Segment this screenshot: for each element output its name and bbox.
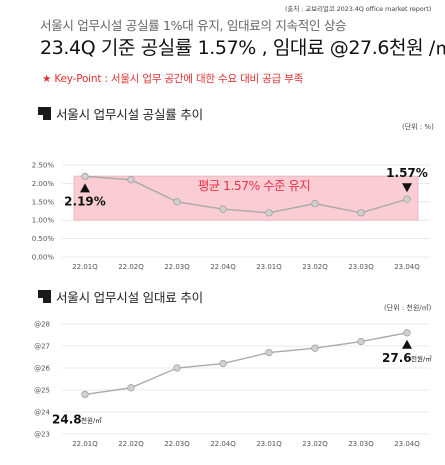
subtitle: 서울시 업무시설 공실률 1%대 유지, 임대료의 지속적인 상승 (40, 18, 347, 33)
vacancy-y-tick: 2.50% (32, 162, 55, 170)
rent-x-tick: 23.04Q (394, 440, 420, 448)
callout-up-arrow (402, 339, 412, 349)
rent-end-callout: 27.6 (382, 351, 412, 365)
rent-end-unit: 천원/㎡ (411, 354, 432, 363)
section-square-icon (38, 107, 51, 120)
rent-x-tick: 22.04Q (210, 440, 236, 448)
key-point: ★ Key-Point : 서울시 업무 공간에 대한 수요 대비 공급 부족 (42, 73, 304, 85)
vacancy-point (311, 199, 319, 208)
average-band-label: 평균 1.57% 수준 유지 (198, 178, 310, 193)
vacancy-start-callout: 2.19% (64, 194, 106, 208)
rent-x-tick: 22.03Q (164, 440, 190, 448)
rent-point (219, 359, 227, 368)
rent-point (403, 329, 411, 337)
vacancy-point (265, 209, 273, 217)
vacancy-point (403, 195, 411, 203)
rent-y-tick: @26 (34, 365, 50, 373)
vacancy-y-tick: 2.00% (32, 180, 55, 188)
average-band (73, 175, 419, 221)
rent-point (357, 337, 365, 346)
rent-point (81, 390, 89, 399)
rent-chart-title: 서울시 업무시설 임대료 추이 (38, 287, 203, 306)
vacancy-y-tick: 0.50% (32, 235, 55, 243)
rent-point (311, 344, 319, 352)
vacancy-x-tick: 22.03Q (164, 263, 190, 271)
rent-y-tick: @27 (34, 343, 50, 351)
callout-up-arrow (80, 183, 90, 193)
vacancy-point (127, 176, 135, 184)
vacancy-point (357, 209, 365, 217)
rent-start-unit: 천원/㎡ (81, 415, 102, 424)
vacancy-x-tick: 23.01Q (256, 263, 282, 271)
vacancy-chart-title-text: 서울시 업무시설 공실률 추이 (56, 107, 203, 122)
rent-unit-label: (단위 : 천원/㎡) (384, 304, 432, 312)
vacancy-x-tick: 22.01Q (72, 263, 98, 271)
rent-x-tick: 23.03Q (348, 440, 374, 448)
rent-start-callout: 24.8 (52, 412, 82, 426)
headline: 23.4Q 기준 공실률 1.57% , 임대료 @27.6천원 /㎡ (40, 37, 445, 59)
vacancy-chart-title: 서울시 업무시설 공실률 추이 (38, 104, 203, 123)
rent-x-tick: 23.01Q (256, 440, 282, 448)
rent-y-tick: @24 (34, 409, 50, 417)
rent-y-tick: @25 (34, 387, 50, 395)
vacancy-x-tick: 23.03Q (348, 263, 374, 271)
rent-x-tick: 22.01Q (72, 440, 98, 448)
vacancy-point (173, 198, 181, 206)
vacancy-x-tick: 22.02Q (118, 263, 144, 271)
rent-y-tick: @28 (34, 321, 50, 329)
vacancy-x-tick: 22.04Q (210, 263, 236, 271)
rent-chart-title-text: 서울시 업무시설 임대료 추이 (56, 290, 203, 305)
vacancy-x-tick: 23.02Q (302, 263, 328, 271)
vacancy-point (219, 205, 227, 213)
source-note: (출처 : 교보리얼코 2023.4Q office market report… (285, 5, 432, 13)
vacancy-x-tick: 23.04Q (394, 263, 420, 271)
vacancy-y-tick: 0.00% (32, 254, 55, 262)
vacancy-point (81, 172, 89, 181)
section-square-icon (38, 290, 51, 303)
rent-y-tick: @23 (34, 431, 50, 439)
rent-point (173, 364, 181, 372)
vacancy-y-tick: 1.50% (32, 198, 55, 206)
vacancy-unit-label: (단위 : %) (402, 123, 434, 131)
vacancy-end-callout: 1.57% (386, 166, 428, 180)
rent-point (265, 348, 273, 357)
rent-x-tick: 22.02Q (118, 440, 144, 448)
rent-x-tick: 23.02Q (302, 440, 328, 448)
vacancy-series-line (84, 175, 408, 214)
callout-down-arrow (402, 183, 412, 193)
vacancy-y-tick: 1.00% (32, 217, 55, 225)
rent-point (127, 384, 135, 392)
rent-series-line (84, 332, 408, 396)
